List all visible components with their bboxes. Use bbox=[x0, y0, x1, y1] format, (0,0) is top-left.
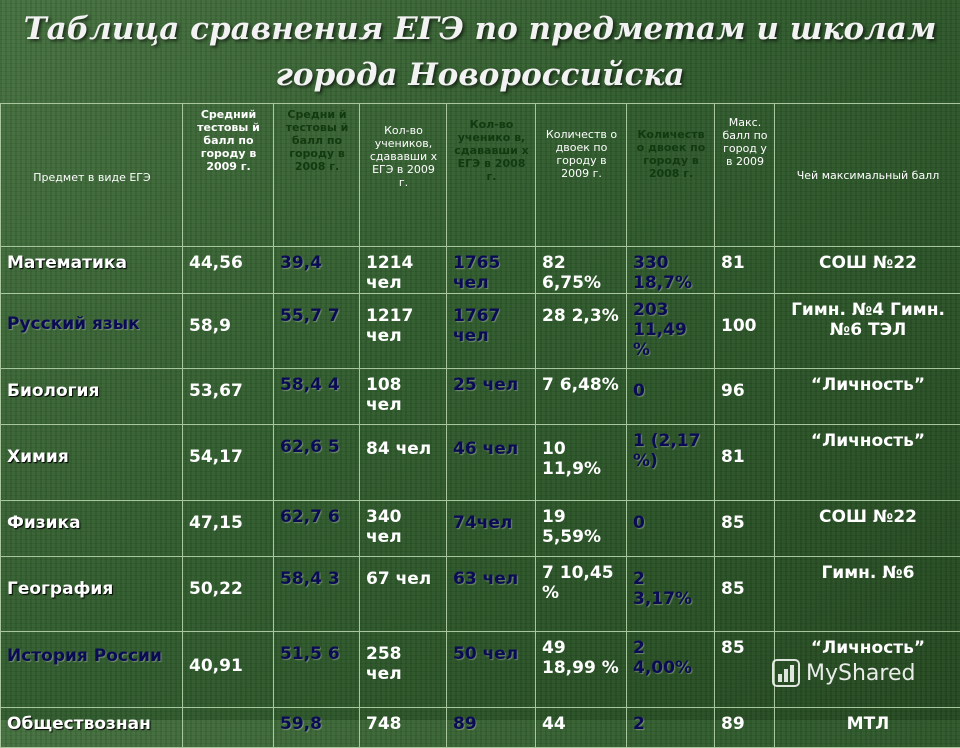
subject-cell: Физика bbox=[1, 501, 183, 557]
avg-2008-cell: 55,7 7 bbox=[274, 294, 360, 369]
header-subject: Предмет в виде ЕГЭ bbox=[1, 104, 183, 247]
fails-2008-cell: 2 4,00% bbox=[627, 632, 715, 708]
fails-2009-cell: 28 2,3% bbox=[536, 294, 627, 369]
table-row: География 50,22 58,4 3 67 чел 63 чел 7 1… bbox=[1, 557, 960, 632]
fails-2009-cell: 19 5,59% bbox=[536, 501, 627, 557]
avg-2009-cell: 53,67 bbox=[183, 369, 274, 425]
table-row: Русский язык 58,9 55,7 7 1217 чел 1767 ч… bbox=[1, 294, 960, 369]
avg-2008-cell: 62,7 6 bbox=[274, 501, 360, 557]
avg-2008-cell: 62,6 5 bbox=[274, 425, 360, 501]
winner-cell: “Личность” bbox=[775, 425, 960, 501]
avg-2008-cell: 59,8 bbox=[274, 708, 360, 748]
header-avg-2008: Средни й тестовы й балл по городу в 2008… bbox=[274, 104, 360, 247]
count-2009-cell: 258 чел bbox=[360, 632, 447, 708]
avg-2009-cell: 54,17 bbox=[183, 425, 274, 501]
subject-cell: Биология bbox=[1, 369, 183, 425]
header-count-2009: Кол-во учеников, сдававши х ЕГЭ в 2009 г… bbox=[360, 104, 447, 247]
fails-2008-cell: 1 (2,17 %) bbox=[627, 425, 715, 501]
count-2009-cell: 108 чел bbox=[360, 369, 447, 425]
count-2009-cell: 1217 чел bbox=[360, 294, 447, 369]
subject-cell: Математика bbox=[1, 247, 183, 294]
winner-cell: МТЛ bbox=[775, 708, 960, 748]
avg-2009-cell bbox=[183, 708, 274, 748]
header-winner: Чей максимальный балл bbox=[775, 104, 960, 247]
avg-2009-cell: 58,9 bbox=[183, 294, 274, 369]
comparison-table: Предмет в виде ЕГЭ Средний тестовы й бал… bbox=[0, 103, 960, 748]
subject-cell: Химия bbox=[1, 425, 183, 501]
winner-cell: СОШ №22 bbox=[775, 501, 960, 557]
fails-2009-cell: 10 11,9% bbox=[536, 425, 627, 501]
fails-2009-cell: 49 18,99 % bbox=[536, 632, 627, 708]
header-fails-2009: Количеств о двоек по городу в 2009 г. bbox=[536, 104, 627, 247]
count-2009-cell: 748 bbox=[360, 708, 447, 748]
subject-cell: География bbox=[1, 557, 183, 632]
winner-cell: “Личность” bbox=[775, 369, 960, 425]
max-cell: 81 bbox=[715, 425, 775, 501]
header-count-2008: Кол-во ученико в, сдававши х ЕГЭ в 2008 … bbox=[447, 104, 536, 247]
avg-2008-cell: 58,4 4 bbox=[274, 369, 360, 425]
winner-cell: Гимн. №4 Гимн. №6 ТЭЛ bbox=[775, 294, 960, 369]
fails-2008-cell: 330 18,7% bbox=[627, 247, 715, 294]
table-row: Математика 44,56 39,4 1214 чел 1765 чел … bbox=[1, 247, 960, 294]
max-cell: 85 bbox=[715, 557, 775, 632]
count-2009-cell: 67 чел bbox=[360, 557, 447, 632]
count-2009-cell: 84 чел bbox=[360, 425, 447, 501]
header-fails-2008: Количеств о двоек по городу в 2008 г. bbox=[627, 104, 715, 247]
count-2008-cell: 50 чел bbox=[447, 632, 536, 708]
header-row: Предмет в виде ЕГЭ Средний тестовы й бал… bbox=[1, 104, 960, 247]
avg-2009-cell: 50,22 bbox=[183, 557, 274, 632]
fails-2008-cell: 0 bbox=[627, 369, 715, 425]
watermark-text: MyShared bbox=[806, 661, 915, 686]
fails-2009-cell: 7 6,48% bbox=[536, 369, 627, 425]
avg-2008-cell: 51,5 6 bbox=[274, 632, 360, 708]
max-cell: 96 bbox=[715, 369, 775, 425]
fails-2009-cell: 7 10,45 % bbox=[536, 557, 627, 632]
count-2009-cell: 340 чел bbox=[360, 501, 447, 557]
subject-cell: Русский язык bbox=[1, 294, 183, 369]
subject-cell: Обществознан bbox=[1, 708, 183, 748]
subject-cell: История России bbox=[1, 632, 183, 708]
avg-2009-cell: 40,91 bbox=[183, 632, 274, 708]
table-row: Физика 47,15 62,7 6 340 чел 74чел 19 5,5… bbox=[1, 501, 960, 557]
header-avg-2009: Средний тестовы й балл по городу в 2009 … bbox=[183, 104, 274, 247]
count-2008-cell: 46 чел bbox=[447, 425, 536, 501]
count-2008-cell: 1765 чел bbox=[447, 247, 536, 294]
count-2008-cell: 1767 чел bbox=[447, 294, 536, 369]
max-cell: 81 bbox=[715, 247, 775, 294]
fails-2008-cell: 2 3,17% bbox=[627, 557, 715, 632]
count-2008-cell: 89 bbox=[447, 708, 536, 748]
avg-2009-cell: 47,15 bbox=[183, 501, 274, 557]
max-cell: 85 bbox=[715, 501, 775, 557]
myshared-logo-icon bbox=[772, 659, 800, 687]
fails-2008-cell: 203 11,49 % bbox=[627, 294, 715, 369]
max-cell: 85 bbox=[715, 632, 775, 708]
page-title: Таблица сравнения ЕГЭ по предметам и шко… bbox=[0, 6, 960, 98]
table-row: Обществознан 59,8 748 89 44 2 89 МТЛ bbox=[1, 708, 960, 748]
count-2008-cell: 63 чел bbox=[447, 557, 536, 632]
count-2009-cell: 1214 чел bbox=[360, 247, 447, 294]
fails-2009-cell: 44 bbox=[536, 708, 627, 748]
myshared-watermark: MyShared bbox=[772, 657, 952, 689]
fails-2009-cell: 82 6,75% bbox=[536, 247, 627, 294]
table-row: Биология 53,67 58,4 4 108 чел 25 чел 7 6… bbox=[1, 369, 960, 425]
avg-2009-cell: 44,56 bbox=[183, 247, 274, 294]
winner-cell: Гимн. №6 bbox=[775, 557, 960, 632]
table-row: Химия 54,17 62,6 5 84 чел 46 чел 10 11,9… bbox=[1, 425, 960, 501]
count-2008-cell: 25 чел bbox=[447, 369, 536, 425]
max-cell: 100 bbox=[715, 294, 775, 369]
avg-2008-cell: 58,4 3 bbox=[274, 557, 360, 632]
header-max: Макс. балл по город у в 2009 bbox=[715, 104, 775, 247]
max-cell: 89 bbox=[715, 708, 775, 748]
count-2008-cell: 74чел bbox=[447, 501, 536, 557]
fails-2008-cell: 2 bbox=[627, 708, 715, 748]
avg-2008-cell: 39,4 bbox=[274, 247, 360, 294]
winner-cell: СОШ №22 bbox=[775, 247, 960, 294]
fails-2008-cell: 0 bbox=[627, 501, 715, 557]
